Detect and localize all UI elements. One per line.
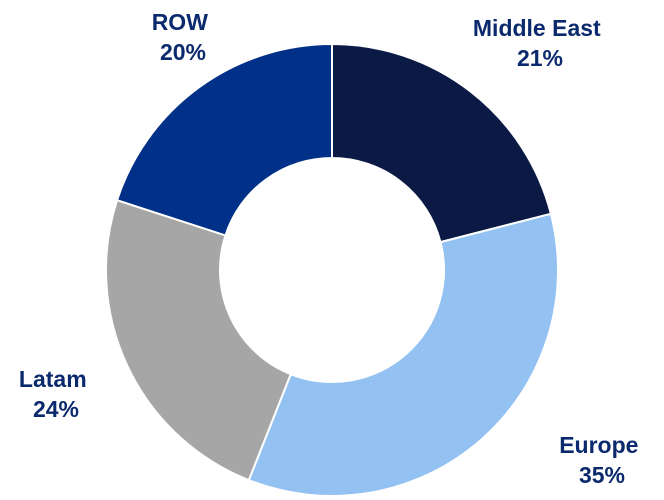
slice-percent: 21% — [517, 45, 563, 71]
slice-percent: 35% — [579, 462, 625, 488]
slice-name: Middle East — [473, 15, 601, 41]
slice-percent: 20% — [160, 39, 206, 65]
slice-label-middle-east: Middle East 21% — [473, 15, 607, 71]
donut-hole — [220, 158, 444, 382]
slice-label-latam: Latam 24% — [19, 366, 93, 422]
slice-label-row: ROW 20% — [152, 9, 215, 65]
slice-label-europe: Europe 35% — [559, 432, 645, 488]
slice-name: Latam — [19, 366, 87, 392]
slice-name: ROW — [152, 9, 209, 35]
slice-name: Europe — [559, 432, 638, 458]
slice-percent: 24% — [33, 396, 79, 422]
donut-slices — [105, 42, 559, 497]
